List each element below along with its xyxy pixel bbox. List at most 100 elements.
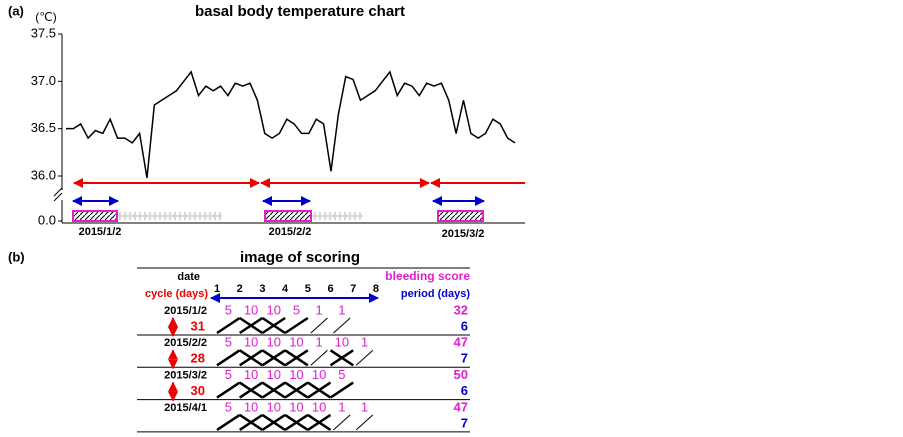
score-hatch	[333, 414, 351, 431]
score-hatch	[261, 413, 286, 431]
score: 10	[267, 335, 281, 350]
score: 5	[225, 302, 232, 317]
score-hatch	[284, 381, 309, 399]
score: 10	[244, 302, 258, 317]
score-hatch	[310, 349, 328, 366]
day-grid	[311, 212, 363, 220]
day-number: 1	[214, 283, 220, 295]
score: 10	[289, 367, 303, 382]
day-number: 3	[259, 283, 265, 295]
score-hatch	[284, 316, 309, 335]
header: cycle (days)	[145, 288, 208, 300]
cycle-days: 31	[191, 318, 205, 333]
score: 10	[267, 302, 281, 317]
period-days: 6	[461, 383, 468, 398]
score-hatch	[307, 413, 332, 431]
day-number: 6	[327, 283, 333, 295]
period-days: 7	[461, 415, 468, 430]
chart-title: basal body temperature chart	[195, 3, 405, 20]
day-number: 2	[237, 283, 243, 295]
bleeding-score: 32	[454, 302, 468, 317]
cycle-days: 30	[191, 383, 205, 398]
score-hatch	[307, 381, 332, 399]
row-date: 2015/4/1	[164, 402, 207, 414]
bleeding-score: 50	[454, 367, 468, 382]
axis-break	[53, 187, 63, 202]
score: 1	[361, 335, 368, 350]
table-title: image of scoring	[240, 249, 360, 266]
score-hatch	[239, 349, 264, 367]
score-hatch	[329, 349, 354, 367]
score: 5	[293, 302, 300, 317]
row-date: 2015/1/2	[164, 305, 207, 317]
bleeding-score: 47	[454, 399, 468, 414]
date-label: 2015/2/2	[269, 226, 312, 238]
bleeding-score: 47	[454, 335, 468, 350]
bleeding-box	[264, 210, 312, 222]
score: 10	[312, 399, 326, 414]
date-label: 2015/1/2	[79, 226, 122, 238]
day-number: 5	[305, 283, 311, 295]
score-hatch	[329, 381, 354, 399]
day-number: 4	[282, 283, 289, 295]
score: 5	[225, 399, 232, 414]
bleeding-box	[72, 210, 118, 222]
panel-label: (b)	[8, 249, 25, 264]
cycle-days: 28	[191, 351, 205, 366]
day-number: 8	[373, 283, 379, 295]
day-number: 7	[350, 283, 356, 295]
y-tick-label: 37.5	[31, 25, 56, 40]
score-hatch	[216, 349, 241, 367]
score-hatch	[239, 381, 264, 399]
score: 5	[225, 335, 232, 350]
score-hatch	[310, 317, 328, 334]
score-hatch	[239, 316, 264, 335]
score: 10	[289, 399, 303, 414]
score: 1	[316, 335, 323, 350]
temperature-line	[66, 70, 516, 179]
score-hatch	[355, 414, 374, 431]
score: 10	[312, 367, 326, 382]
score-hatch	[261, 381, 286, 399]
score-hatch	[216, 316, 241, 335]
row-date: 2015/3/2	[164, 370, 207, 382]
header: period (days)	[401, 288, 470, 300]
score: 5	[225, 367, 232, 382]
score: 10	[335, 335, 349, 350]
y-tick-label: 37.0	[31, 73, 56, 88]
header: date	[177, 271, 200, 283]
date-label: 2015/3/2	[442, 228, 485, 240]
score-hatch	[284, 349, 309, 367]
y-tick-label: 0.0	[38, 212, 56, 227]
score: 10	[289, 335, 303, 350]
score-hatch	[333, 317, 351, 334]
panel-label: (a)	[8, 3, 24, 18]
score: 10	[267, 367, 281, 382]
score-hatch	[284, 413, 309, 431]
y-axis-label: (℃)	[35, 10, 56, 24]
y-tick-label: 36.0	[31, 167, 56, 182]
score: 10	[244, 335, 258, 350]
y-tick-label: 36.5	[31, 120, 56, 135]
score-hatch	[216, 381, 241, 399]
score: 1	[316, 302, 323, 317]
score-hatch	[355, 349, 374, 366]
header: bleeding score	[385, 269, 470, 283]
score-hatch	[216, 413, 241, 431]
bleeding-box	[437, 210, 484, 222]
score: 10	[267, 399, 281, 414]
period-days: 7	[461, 351, 468, 366]
score-hatch	[261, 349, 286, 367]
day-grid	[117, 212, 222, 220]
score: 1	[338, 302, 345, 317]
score: 1	[361, 399, 368, 414]
score: 1	[338, 399, 345, 414]
score-hatch	[239, 413, 264, 431]
score: 10	[244, 367, 258, 382]
score: 10	[244, 399, 258, 414]
row-date: 2015/2/2	[164, 337, 207, 349]
score: 5	[338, 367, 345, 382]
score-hatch	[261, 316, 286, 335]
